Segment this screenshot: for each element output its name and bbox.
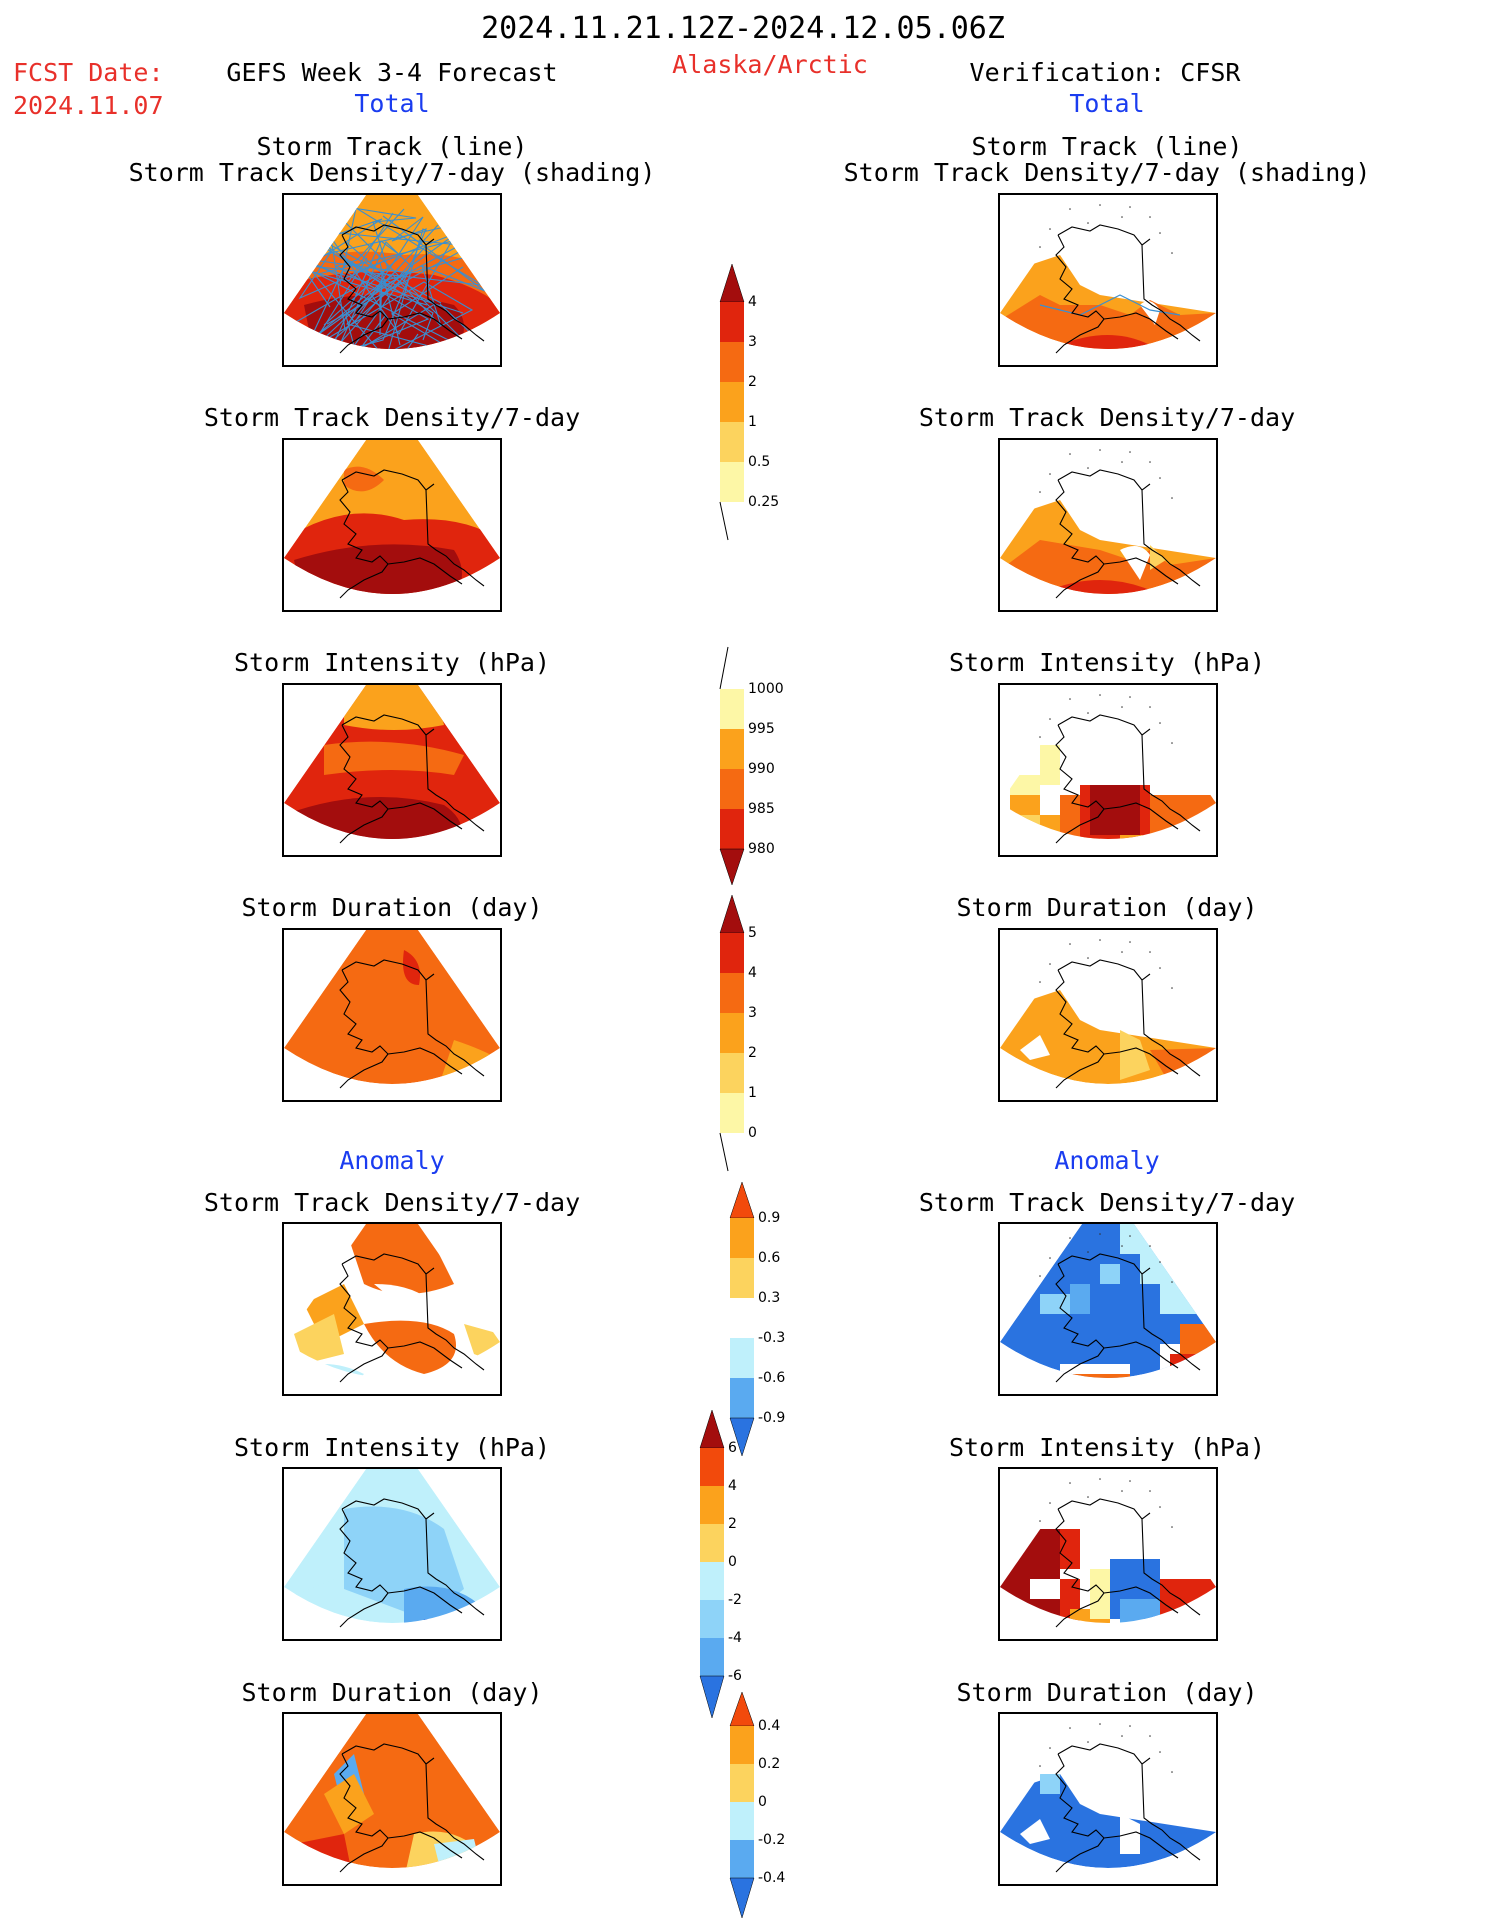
cb-ai-label-4: -2 <box>728 1592 742 1608</box>
cb-dur-label-4: 1 <box>748 1085 757 1101</box>
cb-adur-label-1: 0.2 <box>758 1756 781 1772</box>
cb-int-label-0: 1000 <box>748 681 784 697</box>
map-density-verification <box>998 438 1218 612</box>
title-anom-intensity-right: Storm Intensity (hPa) <box>948 1433 1266 1462</box>
colorbar-intensity: 1000 995 990 985 980 <box>718 645 788 885</box>
title-intensity-left: Storm Intensity (hPa) <box>233 648 551 677</box>
title-track-line-left: Storm Track (line) <box>256 132 528 161</box>
cb-ai-label-2: 2 <box>728 1516 737 1532</box>
cb-ai-label-1: 4 <box>728 1478 737 1494</box>
colorbar-anom-density-swatches <box>729 1181 755 1457</box>
map-anom-duration-forecast <box>282 1712 502 1886</box>
title-duration-left: Storm Duration (day) <box>241 893 543 922</box>
map-intensity-forecast <box>282 683 502 857</box>
colorbar-anom-density: 0.9 0.6 0.3 -0.3 -0.6 -0.9 <box>728 1180 798 1460</box>
region-label: Alaska/Arctic <box>672 50 868 79</box>
anomaly-label-left: Anomaly <box>339 1146 445 1175</box>
cb-td-label-4: 0.5 <box>748 454 771 470</box>
colorbar-track-density-swatches <box>719 263 745 541</box>
cb-int-label-2: 990 <box>748 761 775 777</box>
cb-ad-label-3: -0.3 <box>758 1330 786 1346</box>
map-duration-forecast <box>282 928 502 1102</box>
title-anom-density-left: Storm Track Density/7-day <box>203 1188 581 1217</box>
title-track-shading-left: Storm Track Density/7-day (shading) <box>128 158 656 187</box>
cb-td-label-1: 3 <box>748 334 757 350</box>
title-anom-density-right: Storm Track Density/7-day <box>918 1188 1296 1217</box>
cb-int-label-3: 985 <box>748 801 775 817</box>
map-track-verification <box>998 193 1218 367</box>
colorbar-duration: 5 4 3 2 1 0 <box>718 893 788 1173</box>
title-anom-duration-left: Storm Duration (day) <box>241 1678 543 1707</box>
cb-dur-label-1: 4 <box>748 965 757 981</box>
colorbar-anom-intensity: 6 4 2 0 -2 -4 -6 <box>698 1408 768 1728</box>
cb-dur-label-3: 2 <box>748 1045 757 1061</box>
cb-adur-label-2: 0 <box>758 1794 767 1810</box>
cb-dur-label-5: 0 <box>748 1125 757 1141</box>
cb-td-label-2: 2 <box>748 374 757 390</box>
title-density-left: Storm Track Density/7-day <box>203 403 581 432</box>
title-anom-intensity-left: Storm Intensity (hPa) <box>233 1433 551 1462</box>
cb-td-label-0: 4 <box>748 294 757 310</box>
cb-dur-label-0: 5 <box>748 925 757 941</box>
cb-adur-label-3: -0.2 <box>758 1832 786 1848</box>
cb-ad-label-1: 0.6 <box>758 1250 781 1266</box>
colorbar-anom-duration: 0.4 0.2 0 -0.2 -0.4 <box>728 1690 798 1920</box>
map-duration-verification <box>998 928 1218 1102</box>
cb-td-label-5: 0.25 <box>748 494 780 510</box>
title-intensity-right: Storm Intensity (hPa) <box>948 648 1266 677</box>
map-density-forecast <box>282 438 502 612</box>
colorbar-duration-swatches <box>719 894 745 1172</box>
verification-label: Verification: CFSR <box>969 58 1241 87</box>
forecast-title: GEFS Week 3-4 Forecast <box>226 58 558 87</box>
cb-ai-label-3: 0 <box>728 1554 737 1570</box>
cb-ad-label-0: 0.9 <box>758 1210 781 1226</box>
cb-ai-label-5: -4 <box>728 1630 742 1646</box>
title-duration-right: Storm Duration (day) <box>956 893 1258 922</box>
cb-adur-label-0: 0.4 <box>758 1718 781 1734</box>
map-track-forecast <box>282 193 502 367</box>
map-anom-intensity-forecast <box>282 1467 502 1641</box>
map-anom-intensity-verification <box>998 1467 1218 1641</box>
map-anom-density-verification <box>998 1222 1218 1396</box>
cb-ai-label-6: -6 <box>728 1668 742 1684</box>
map-intensity-verification <box>998 683 1218 857</box>
date-range: 2024.11.21.12Z-2024.12.05.06Z <box>481 11 1005 46</box>
cb-ad-label-5: -0.9 <box>758 1410 786 1426</box>
cb-ad-label-2: 0.3 <box>758 1290 781 1306</box>
fcst-date: 2024.11.07 <box>13 91 164 120</box>
colorbar-anom-duration-swatches <box>729 1691 755 1919</box>
title-density-right: Storm Track Density/7-day <box>918 403 1296 432</box>
total-label-right: Total <box>1069 89 1145 118</box>
title-track-line-right: Storm Track (line) <box>971 132 1243 161</box>
cb-int-label-4: 980 <box>748 841 775 857</box>
fcst-date-label: FCST Date: <box>13 58 164 87</box>
title-track-shading-right: Storm Track Density/7-day (shading) <box>843 158 1371 187</box>
title-anom-duration-right: Storm Duration (day) <box>956 1678 1258 1707</box>
colorbar-intensity-swatches <box>719 646 745 885</box>
cb-ai-label-0: 6 <box>728 1440 737 1456</box>
total-label-left: Total <box>354 89 430 118</box>
map-anom-density-forecast <box>282 1222 502 1396</box>
cb-ad-label-4: -0.6 <box>758 1370 786 1386</box>
colorbar-track-density: 4 3 2 1 0.5 0.25 <box>718 262 788 542</box>
cb-int-label-1: 995 <box>748 721 775 737</box>
cb-dur-label-2: 3 <box>748 1005 757 1021</box>
map-anom-duration-verification <box>998 1712 1218 1886</box>
cb-td-label-3: 1 <box>748 414 757 430</box>
cb-adur-label-4: -0.4 <box>758 1870 786 1886</box>
anomaly-label-right: Anomaly <box>1054 1146 1160 1175</box>
colorbar-anom-intensity-swatches <box>699 1409 725 1719</box>
